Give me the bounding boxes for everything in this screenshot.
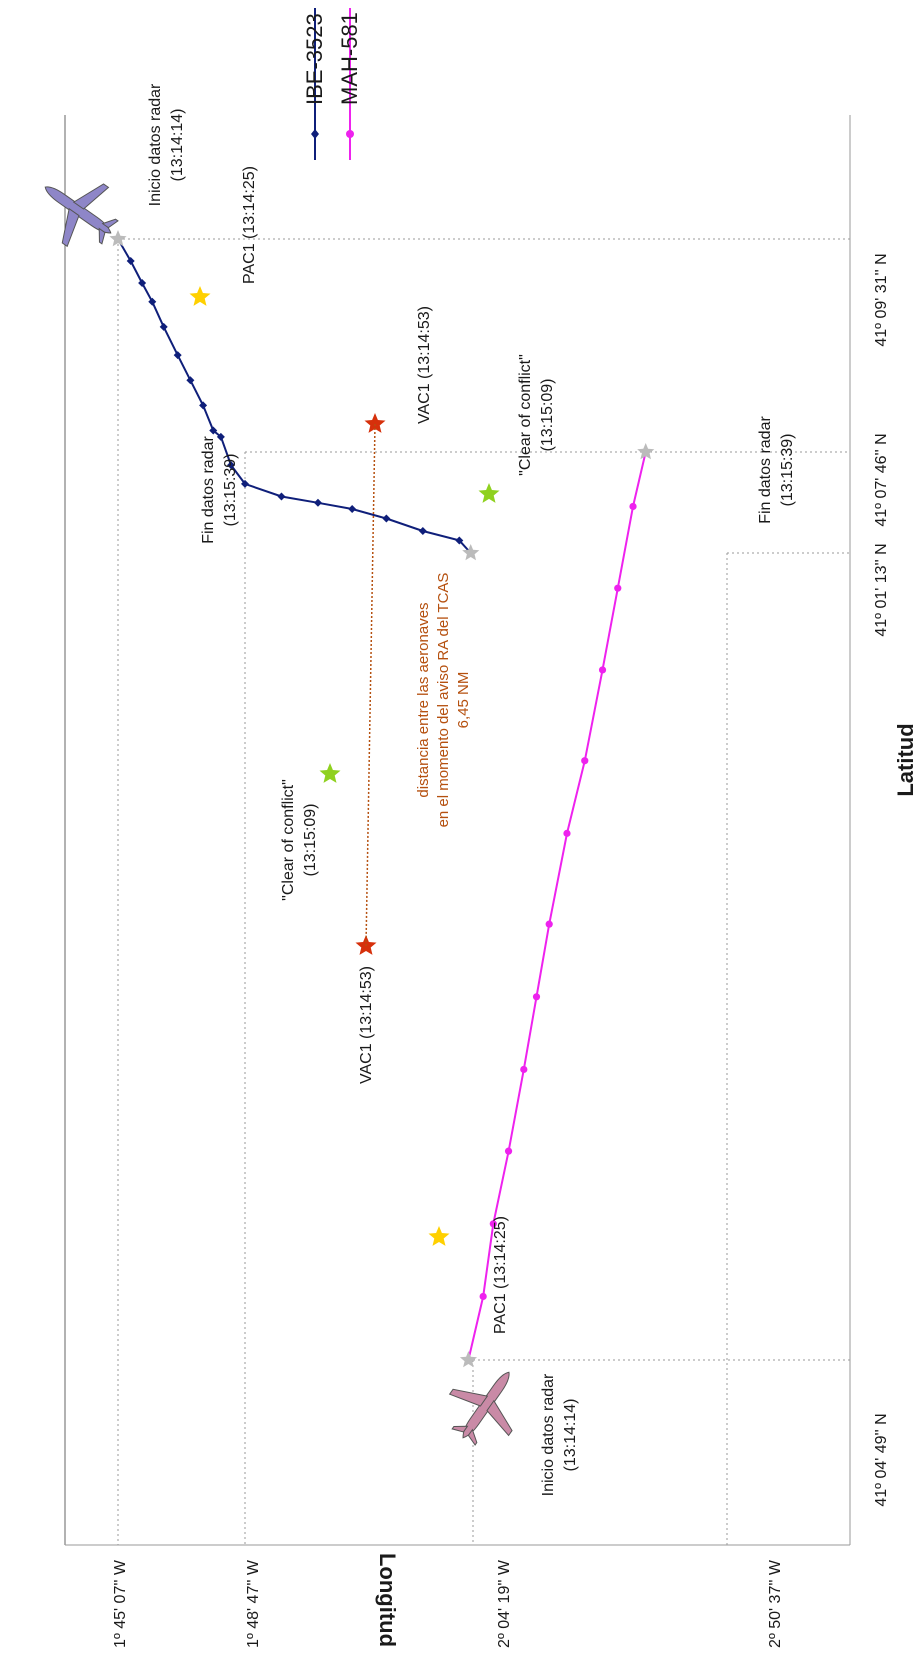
event-label-ibe-start: Inicio datos radar	[147, 83, 164, 206]
event-marker-PAC1	[189, 286, 211, 306]
event-label-ibe-end: Fin datos radar	[757, 416, 774, 524]
event-label-mah-end: Fin datos radar	[200, 436, 217, 544]
event-marker-PAC1	[428, 1226, 450, 1246]
event-time-ibe-end: (13:15:39)	[779, 434, 796, 507]
data-point	[313, 498, 322, 507]
event-label-mah-vac1: VAC1 (13:14:53)	[358, 966, 375, 1084]
x-tick-label: 41º 09' 31'' N	[873, 253, 890, 346]
event-label-mah-start: Inicio datos radar	[540, 1373, 557, 1496]
x-axis-title: Latitud	[893, 723, 915, 796]
data-point	[159, 322, 168, 331]
event-label-ibe-clear: "Clear of conflict"	[517, 354, 534, 476]
event-label-mah-clear: "Clear of conflict"	[280, 779, 297, 901]
y-tick-label: 1º 45' 07'' W	[112, 1559, 129, 1648]
event-markers	[109, 230, 655, 1368]
data-point	[126, 256, 135, 265]
data-point	[504, 1147, 513, 1155]
data-point	[418, 527, 427, 536]
legend-mah-marker	[346, 130, 354, 138]
event-label-ibe-pac1: PAC1 (13:14:25)	[241, 166, 258, 284]
annotation-line1: distancia entre las aeronaves	[415, 602, 432, 797]
event-time-mah-clear: (13:15:09)	[302, 804, 319, 877]
data-point	[186, 376, 195, 385]
legend-ibe-marker	[311, 129, 319, 139]
annotation-line2: en el momento del aviso RA del TCAS	[435, 573, 452, 828]
data-point	[489, 1220, 497, 1228]
data-point	[455, 536, 464, 545]
y-axis-title: Longitud	[375, 1553, 400, 1647]
data-point	[545, 920, 553, 928]
event-label-mah-pac1: PAC1 (13:14:25)	[492, 1216, 509, 1334]
event-marker-end	[462, 544, 480, 561]
event-time-mah-end: (13:15:39)	[222, 454, 239, 527]
data-point	[227, 461, 236, 470]
event-marker-end	[459, 1351, 477, 1368]
y-tick-label: 1º 48' 47'' W	[245, 1559, 262, 1648]
x-tick-label: 41º 07' 46'' N	[873, 433, 890, 526]
data-point	[598, 666, 607, 674]
data-point	[520, 1065, 528, 1074]
y-tick-label: 2º 04' 19'' W	[496, 1559, 513, 1648]
data-point	[563, 829, 571, 837]
data-point	[148, 297, 157, 306]
grid-lines	[117, 238, 850, 1545]
data-point	[614, 584, 622, 592]
data-point	[479, 1292, 487, 1301]
y-tick-label: 2º 50' 37'' W	[767, 1559, 784, 1648]
data-point	[277, 492, 286, 501]
data-point	[199, 401, 208, 410]
data-point	[173, 351, 182, 360]
legend-ibe-label: IBE-3523	[302, 13, 327, 105]
data-point	[138, 278, 147, 287]
event-marker-start	[109, 230, 127, 247]
data-point	[629, 502, 637, 511]
distance-line	[365, 423, 376, 947]
x-tick-label: 41º 01' 13'' N	[873, 543, 890, 636]
data-point	[382, 514, 391, 523]
event-label-ibe-vac1: VAC1 (13:14:53)	[416, 306, 433, 424]
event-time-mah-start: (13:14:14)	[562, 1399, 579, 1472]
data-point	[581, 757, 589, 765]
data-point	[216, 432, 225, 441]
x-tick-label: 41º 04' 49'' N	[873, 1413, 890, 1506]
data-point	[348, 505, 357, 514]
event-time-ibe-start: (13:14:14)	[169, 109, 186, 182]
airplane-icon	[448, 1371, 513, 1446]
event-marker-VAC1	[364, 413, 386, 433]
legend: IBE-3523 MAH-581	[302, 8, 362, 160]
data-point	[209, 426, 218, 435]
airplane-icon	[44, 183, 119, 248]
legend-mah-label: MAH-581	[337, 12, 362, 105]
annotation-line3: 6,45 NM	[455, 672, 472, 729]
event-time-ibe-clear: (13:15:09)	[539, 379, 556, 452]
trajectories	[44, 183, 647, 1446]
data-point	[532, 993, 541, 1001]
event-marker-clear	[319, 763, 341, 783]
data-point	[241, 479, 249, 488]
event-marker-start	[637, 443, 655, 460]
event-marker-clear	[478, 483, 500, 503]
